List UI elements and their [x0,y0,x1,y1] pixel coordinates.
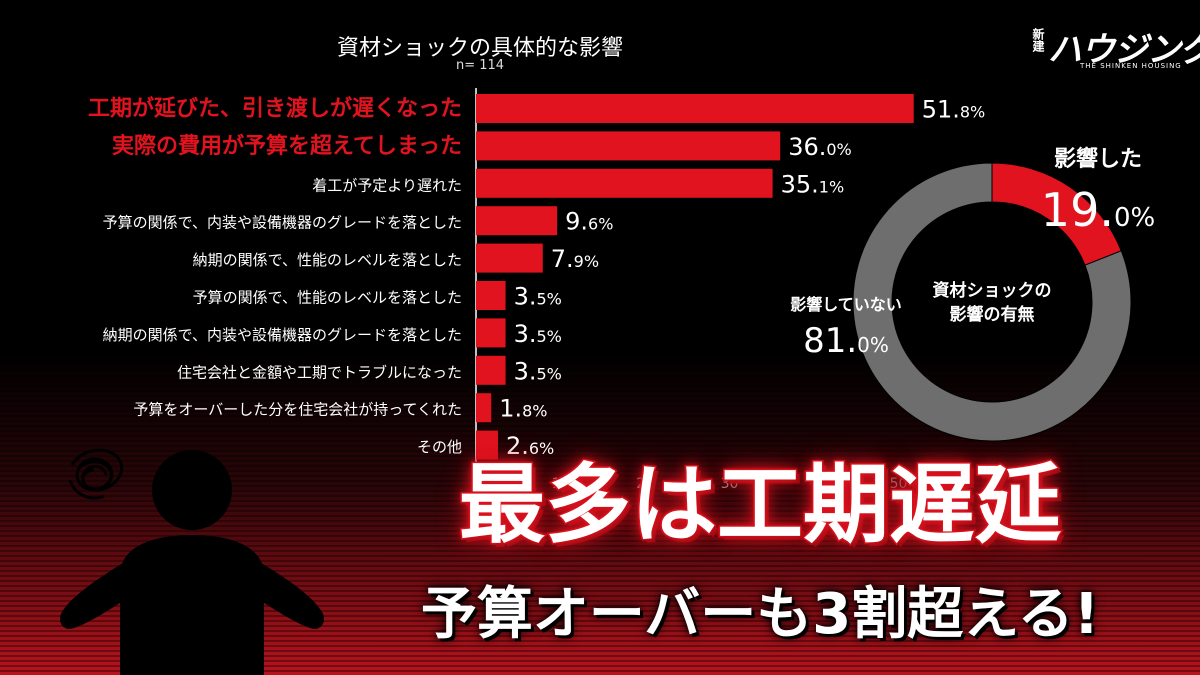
donut-slice-value: 81.0% [803,321,889,361]
value-label: 35.1% [781,170,845,198]
donut-slice [852,162,1132,442]
bar [476,355,506,385]
bar [476,281,506,310]
chart-sample-size: n= 114 [455,58,505,73]
category-label: 納期の関係で、性能のレベルを落とした [193,251,462,269]
value-label: 1.8% [499,395,547,423]
x-tick-label: 0 [472,476,481,492]
category-label: 工期が延びた、引き渡しが遅くなった [88,96,462,122]
person-figure [59,448,325,675]
chart-title: 資材ショックの具体的な影響 [336,36,623,61]
ticks-layer: 0 10 20 30 50 [472,476,908,492]
bar [476,430,498,460]
logo-main-text: ハウジング [1048,30,1200,70]
confused-scribble-icon [68,448,124,500]
x-tick-label: 50 [890,476,908,492]
donut-slice-value: 19.0% [1041,183,1155,237]
x-tick-label: 30 [721,476,739,492]
brand-logo: 新建 ハウジング THE SHINKEN HOUSING [1030,22,1200,72]
logo-subtitle: THE SHINKEN HOUSING [1080,62,1182,70]
bar [476,168,773,198]
value-label: 51.8% [922,96,986,124]
headline: 最多は工期遅延 [458,454,1063,557]
donut-center-label: 資材ショックの [933,280,1052,301]
logo-small-text: 新建 [1031,28,1045,52]
donut-slice-label: 影響した [1054,146,1142,172]
value-label: 7.9% [551,245,599,273]
category-label: 実際の費用が予算を超えてしまった [112,133,462,159]
bar [476,131,781,161]
category-label: 予算の関係で、内装や設備機器のグレードを落とした [103,214,462,232]
value-label: 3.5% [514,357,562,385]
category-label: 予算の関係で、性能のレベルを落とした [193,289,462,307]
value-label: 9.6% [565,208,613,236]
bar [476,393,492,423]
bar [476,94,914,123]
category-label: 着工が予定より遅れた [312,176,462,194]
person-arm-left [59,560,140,629]
person-head [152,450,232,530]
bar [476,206,558,236]
value-label: 2.6% [506,432,554,460]
person-body [120,535,264,675]
bar [476,318,506,348]
bars-layer: 工期が延びた、引き渡しが遅くなった 51.8% 実際の費用が予算を超えてしまった 36… [88,88,985,468]
value-label: 36.0% [788,133,852,161]
category-label: 住宅会社と金額や工期でトラブルになった [177,363,462,381]
category-label: 納期の関係で、内装や設備機器のグレードを落とした [103,326,462,344]
bar [476,243,543,273]
category-label: 予算をオーバーした分を住宅会社が持ってくれた [133,401,462,419]
subheadline: 予算オーバーも3割超える! [420,582,1100,647]
value-label: 3.5% [514,283,562,311]
category-label: その他 [417,438,462,456]
person-arm-right [244,560,325,629]
value-label: 3.5% [514,320,562,348]
x-tick-label: 20 [636,476,654,492]
donut-center-label: 影響の有無 [950,304,1035,325]
donut-slice-label: 影響していない [790,295,902,314]
x-tick-label: 10 [552,476,570,492]
